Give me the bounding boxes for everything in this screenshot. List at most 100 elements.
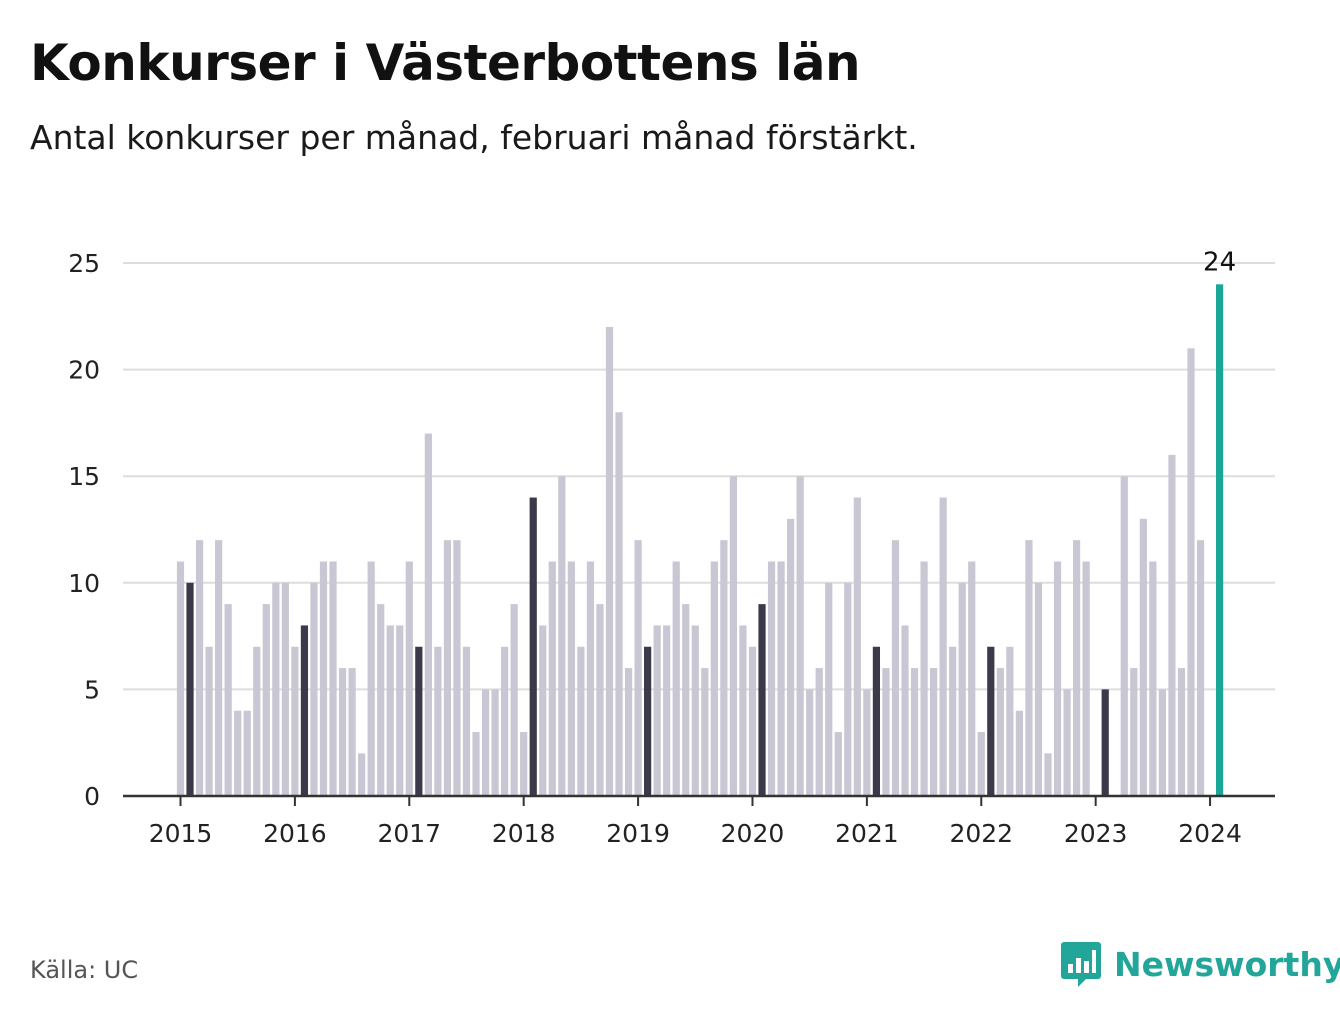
gridlines (123, 262, 1275, 691)
bar (634, 540, 642, 796)
bar (1006, 646, 1014, 796)
x-tick-label: 2020 (721, 819, 785, 848)
source-note: Källa: UC (30, 956, 139, 984)
bar (215, 540, 223, 796)
bar (224, 604, 232, 796)
bar (653, 625, 661, 796)
bar (386, 625, 394, 796)
latest-value-label: 24 (1203, 247, 1236, 277)
bar (377, 604, 385, 796)
value-labels: 24 (1203, 247, 1236, 277)
bar (396, 625, 404, 796)
bar (281, 582, 289, 796)
bar (1139, 518, 1147, 796)
bar (910, 668, 919, 796)
bars (176, 284, 1224, 796)
bar (1130, 668, 1138, 796)
bar (977, 732, 985, 796)
bar (930, 668, 938, 796)
y-tick-label: 10 (68, 569, 100, 598)
x-tick-label: 2023 (1064, 819, 1128, 848)
chart-subtitle: Antal konkurser per månad, februari måna… (30, 118, 918, 157)
bar (920, 561, 928, 796)
bar (558, 476, 566, 796)
bar (863, 689, 871, 796)
bar (243, 710, 251, 796)
bar (748, 646, 757, 796)
bar (1073, 540, 1081, 796)
x-tick-label: 2019 (606, 819, 670, 848)
bar (701, 668, 709, 796)
bar (624, 668, 633, 796)
february-bar (1101, 689, 1109, 796)
latest-bar (1215, 284, 1224, 796)
bar (453, 540, 461, 796)
brand-logo[interactable]: Newsworthy (1060, 940, 1340, 988)
bar (939, 497, 947, 796)
bar (462, 646, 471, 796)
y-axis-ticks: 0 5 10 15 20 25 (68, 249, 100, 811)
bar (1120, 476, 1128, 796)
chart-title: Konkurser i Västerbottens län (30, 34, 861, 92)
bar (586, 561, 595, 796)
bar (195, 540, 204, 796)
bar (310, 582, 318, 796)
bar (605, 326, 614, 796)
bar (291, 646, 299, 796)
bar (815, 668, 823, 796)
bar (996, 668, 1004, 796)
x-tick-label: 2024 (1178, 819, 1242, 848)
x-tick-label: 2018 (492, 819, 556, 848)
bar (481, 689, 490, 796)
bar (825, 582, 833, 796)
bar (1025, 540, 1033, 796)
bar (901, 625, 909, 796)
february-bar (300, 625, 309, 796)
bar (968, 561, 976, 796)
bar (234, 710, 242, 796)
bar (844, 582, 852, 796)
bar (1187, 348, 1195, 796)
bar (777, 561, 785, 796)
bar (424, 433, 432, 796)
february-bar (186, 582, 194, 796)
bar (510, 604, 518, 796)
bar (1196, 540, 1205, 796)
february-bar (415, 646, 423, 796)
bar (539, 625, 547, 796)
bar (1149, 561, 1157, 796)
bar (577, 646, 585, 796)
bar (501, 646, 509, 796)
bar (958, 582, 966, 796)
bar (882, 668, 890, 796)
bar (1177, 668, 1186, 796)
bar (1015, 710, 1024, 796)
bar (682, 604, 690, 796)
x-tick-label: 2015 (149, 819, 213, 848)
bar (1053, 561, 1062, 796)
bar (319, 561, 328, 796)
x-axis-ticks: 2015 2016 2017 2018 2019 2020 2021 2022 2023 2024 (149, 796, 1242, 848)
february-bar (758, 604, 766, 796)
bar (338, 668, 347, 796)
x-tick-label: 2016 (263, 819, 327, 848)
y-tick-label: 5 (84, 675, 100, 704)
bar (796, 476, 804, 796)
bar (205, 646, 213, 796)
bar (253, 646, 261, 796)
bar (891, 540, 900, 796)
y-tick-label: 20 (68, 356, 100, 385)
bar (520, 732, 528, 796)
bar (272, 582, 280, 796)
x-tick-label: 2021 (835, 819, 899, 848)
february-bar (644, 646, 652, 796)
bar (806, 689, 814, 796)
bar (176, 561, 185, 796)
bar (787, 518, 795, 796)
bar (329, 561, 337, 796)
bar (434, 646, 442, 796)
bar (834, 732, 842, 796)
bar (348, 668, 356, 796)
bar (691, 625, 699, 796)
february-bar (529, 497, 537, 796)
